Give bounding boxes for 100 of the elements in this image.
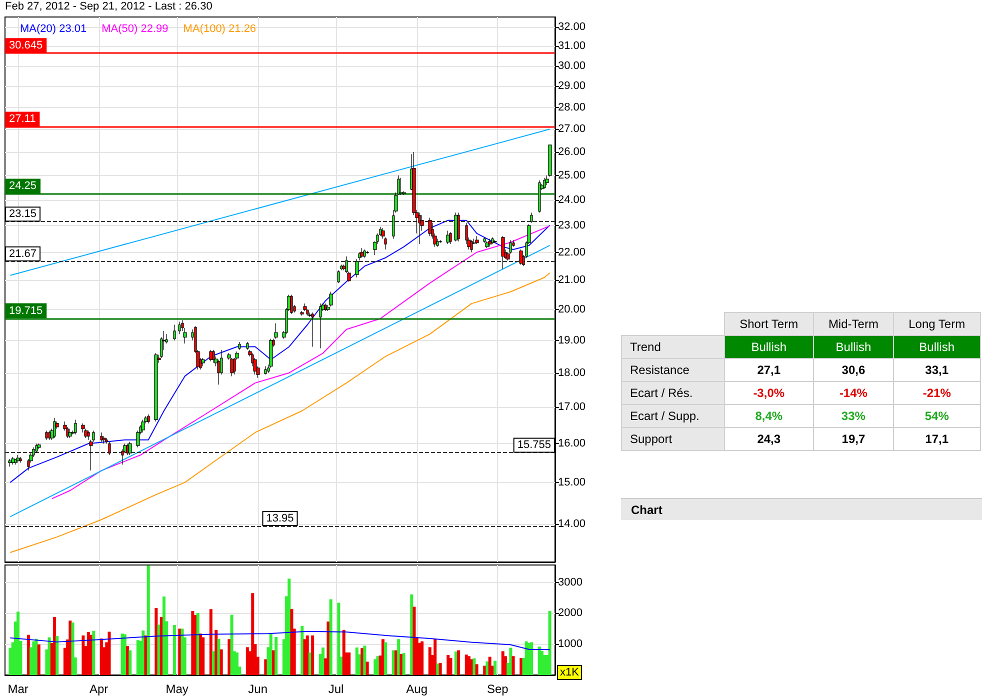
candlestick — [45, 430, 48, 440]
y-tick-label: 28.00 — [558, 101, 586, 114]
ref-line-label: 19.715 — [9, 304, 43, 317]
line-series — [10, 630, 550, 650]
category-label: Trend — [630, 340, 661, 354]
candlestick — [485, 241, 489, 248]
candlestick — [319, 303, 322, 349]
text: MA(20) 23.01 — [20, 23, 87, 35]
candlestick — [68, 428, 72, 438]
bar — [449, 658, 452, 675]
text: MA(100) 21.26 — [183, 23, 256, 35]
bar — [128, 650, 132, 675]
bar — [56, 636, 59, 675]
y-tick-label: 30.00 — [558, 60, 586, 72]
x-tick-label: Sep — [486, 682, 509, 696]
bar — [251, 593, 254, 675]
bar — [326, 622, 330, 675]
candlestick — [100, 432, 103, 442]
bar — [82, 635, 85, 675]
ref-line-label: 15.755 — [517, 439, 551, 452]
bar — [146, 566, 150, 675]
candlestick — [475, 236, 479, 244]
bar — [32, 641, 36, 675]
candlestick — [324, 303, 327, 312]
text: -3,0% — [753, 386, 785, 400]
bar — [363, 646, 366, 675]
bar — [472, 658, 476, 675]
candlestick — [147, 414, 150, 424]
bar — [509, 648, 512, 675]
candlestick — [548, 144, 552, 177]
bar — [402, 653, 406, 675]
line-series — [10, 272, 550, 553]
candlestick — [360, 248, 364, 258]
bar — [329, 599, 332, 675]
candlestick — [87, 430, 90, 440]
bar — [306, 635, 309, 675]
bar — [37, 644, 40, 675]
bar — [475, 664, 478, 675]
bar — [337, 602, 340, 675]
bar — [494, 660, 497, 675]
text: -21% — [922, 386, 951, 400]
candlestick — [19, 456, 22, 464]
candlestick — [543, 178, 546, 190]
ref-line-label: 23.15 — [9, 208, 37, 220]
candlestick — [141, 419, 145, 433]
y-tick-label: 23.00 — [558, 220, 586, 232]
candlestick — [246, 342, 249, 350]
candlestick — [545, 175, 549, 186]
bar — [68, 620, 72, 675]
candlestick — [446, 230, 450, 244]
y-tick-label: 29.00 — [558, 80, 586, 92]
ref-line-label: 24.25 — [9, 180, 37, 192]
bar — [457, 650, 460, 675]
candlestick — [428, 217, 432, 236]
bar — [397, 639, 400, 675]
text: 54% — [924, 409, 949, 423]
candlestick — [381, 228, 385, 240]
bar — [264, 659, 268, 675]
candlestick — [264, 366, 267, 375]
x-tick-label: May — [166, 682, 188, 696]
candlestick — [470, 240, 473, 253]
bar — [486, 661, 489, 675]
text: Bullish — [751, 340, 787, 354]
candlestick — [519, 249, 523, 265]
candlestick — [340, 264, 343, 271]
text: 8,4% — [755, 409, 783, 423]
bar — [108, 632, 111, 675]
candlestick — [173, 324, 176, 341]
category-label: Long Term — [893, 312, 980, 336]
x-tick-label: Jul — [328, 682, 344, 696]
candlestick — [212, 350, 215, 364]
y-tick-label: 14.00 — [558, 518, 586, 530]
bar — [274, 636, 278, 675]
text: Chart — [621, 498, 982, 520]
candlestick — [178, 321, 181, 334]
bar — [512, 656, 515, 675]
bar — [217, 638, 220, 675]
candlestick — [303, 303, 307, 312]
y-tick-label: 26.00 — [558, 146, 586, 158]
candlestick — [337, 270, 340, 284]
y-tick-label: 1000 — [558, 638, 582, 650]
candlestick — [274, 322, 278, 340]
candlestick — [457, 212, 460, 242]
bar — [300, 626, 304, 675]
text: 27,1 — [757, 363, 781, 377]
text: 24,3 — [757, 432, 781, 446]
ref-line-label: 27.11 — [9, 113, 36, 126]
bar — [420, 641, 424, 675]
candlestick — [449, 232, 452, 244]
candlestick — [538, 180, 541, 213]
bar — [230, 614, 234, 675]
category-label: Support — [630, 432, 672, 446]
ref-line-label: 21.67 — [9, 248, 37, 260]
text: Bullish — [836, 340, 872, 354]
text: 17,1 — [925, 432, 949, 446]
y-tick-label: 16.00 — [558, 438, 586, 450]
candlestick — [384, 237, 387, 250]
bar — [376, 656, 380, 675]
candlestick — [363, 249, 366, 258]
bar — [142, 630, 145, 675]
